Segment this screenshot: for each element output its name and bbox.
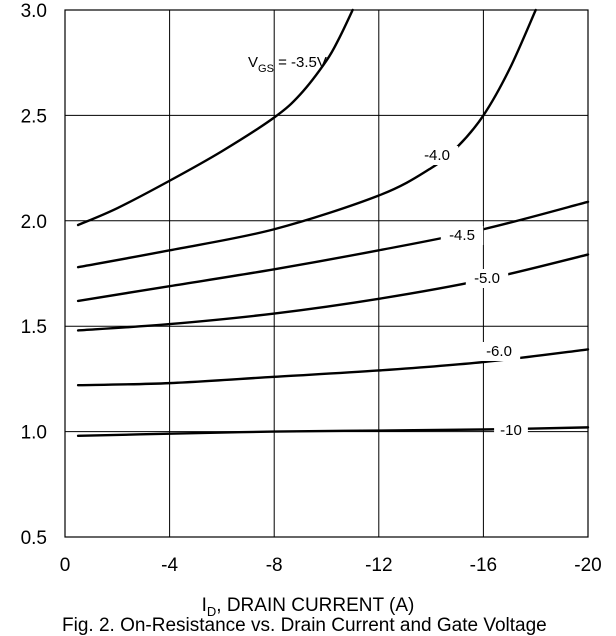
series-line-2 [76,200,590,303]
y-tick-label: 0.5 [21,528,47,549]
x-axis-label: ID, DRAIN CURRENT (A) [201,595,415,619]
series-label-5: -10 [500,422,522,439]
series-label-bg-5 [494,421,528,440]
series-label-3: -5.0 [474,270,500,287]
series-label-bg-2 [440,226,484,245]
x-tick-label: 0 [60,555,71,576]
series-label-2: -4.5 [449,227,475,244]
plot-frame [64,9,589,538]
series-line-0 [76,8,354,227]
tick-labels: 0 -4 -8 -12 -16 -20 0.5 1.0 1.5 2.0 2.5 3.0 [21,1,602,576]
series-line-3 [76,253,590,332]
x-tick-label: -8 [266,555,283,576]
x-tick-label: -16 [470,555,497,576]
svg-text:VGS = -3.5V: VGS = -3.5V [248,54,327,75]
series-label-1: -4.0 [424,147,450,164]
series-label-0: VGS = -3.5V [248,54,327,75]
y-tick-label: 3.0 [21,1,47,22]
series-label-4: -6.0 [486,343,512,360]
y-tick-label: 2.0 [21,212,47,233]
x-tick-label: -12 [365,555,392,576]
figure-caption: Fig. 2. On-Resistance vs. Drain Current … [62,615,547,636]
series-label-bg-1 [415,146,459,165]
y-tick-label: 1.5 [21,317,47,338]
x-tick-label: -4 [161,555,178,576]
x-tick-label: -20 [574,555,601,576]
y-tick-label: 2.5 [21,106,47,127]
series-label-bg-4 [477,342,521,361]
y-tick-label: 1.0 [21,423,47,444]
series-label-bg-3 [465,269,509,288]
curves: VGS = -3.5V -4.0 -4.5 -5.0 -6.0 -10 [76,8,590,440]
series-line-1 [76,8,537,269]
